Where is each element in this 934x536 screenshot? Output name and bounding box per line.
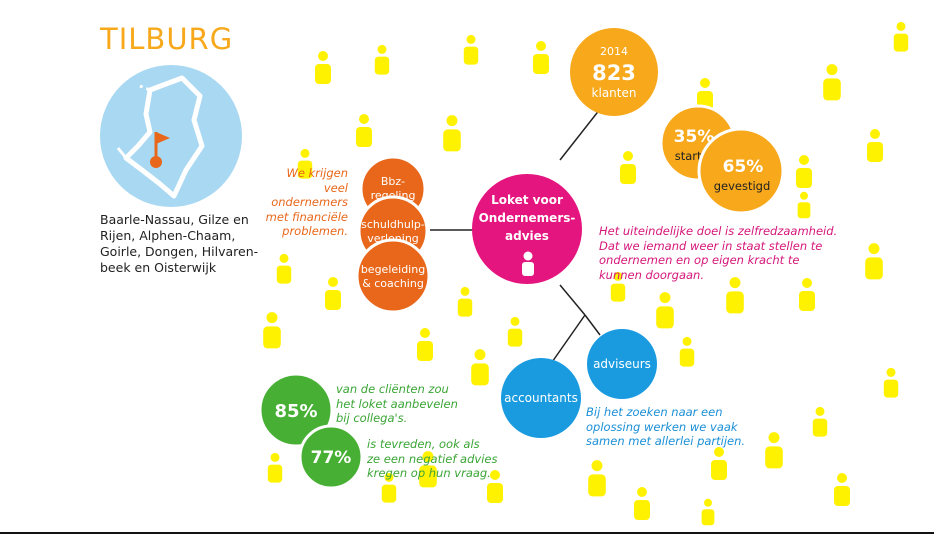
starter-value: 35%: [674, 127, 715, 147]
person-figure-icon: [634, 487, 650, 520]
person-figure-icon: [356, 114, 372, 147]
person-icon: [522, 251, 534, 276]
center-circle: Loket voor Ondernemers- advies: [472, 174, 582, 284]
person-figure-icon: [865, 243, 883, 280]
person-figure-icon: [315, 51, 331, 84]
map-icon: [100, 65, 242, 207]
year-label: 2014: [600, 45, 628, 58]
person-figure-icon: [457, 286, 473, 317]
person-figure-icon: [796, 155, 812, 188]
person-figure-icon: [883, 367, 899, 398]
person-figure-icon: [325, 277, 341, 310]
person-figure-icon: [711, 447, 727, 480]
svg-text:accountants: accountants: [504, 391, 578, 405]
person-figure-icon: [812, 406, 828, 437]
center-line3: advies: [505, 229, 549, 243]
note-financial: We krijgen veel ondernemers met financië…: [265, 166, 348, 238]
person-figure-icon: [471, 349, 489, 386]
svg-text:77%: 77%: [311, 448, 352, 468]
person-figure-icon: [297, 148, 313, 179]
person-figure-icon: [656, 292, 674, 329]
svg-text:85%: 85%: [274, 401, 317, 422]
svg-text:schuldhulp-: schuldhulp-: [361, 218, 425, 231]
gevestigd-label: gevestigd: [714, 179, 771, 193]
gevestigd-value: 65%: [723, 157, 764, 177]
person-figure-icon: [620, 151, 636, 184]
person-figure-icon: [799, 278, 815, 311]
person-figure-icon: [588, 460, 606, 497]
person-figure-icon: [374, 44, 390, 75]
center-line1: Loket voor: [491, 193, 563, 207]
note-satisfied: is tevreden, ook als ze een negatief adv…: [367, 437, 498, 480]
person-figure-icon: [463, 34, 479, 65]
person-figure-icon: [381, 472, 397, 503]
person-figure-icon: [893, 21, 909, 52]
svg-text:& coaching: & coaching: [362, 277, 424, 290]
partner-adviseurs: adviseurs: [587, 329, 657, 399]
region-text: Baarle-Nassau, Gilze en Rijen, Alphen-Ch…: [100, 212, 259, 275]
person-figure-icon: [443, 115, 461, 152]
person-figure-icon: [533, 41, 549, 74]
starter-circle: 35% starter: [659, 104, 737, 182]
note-recommend: van de cliënten zou het loket aanbevelen…: [336, 382, 458, 425]
clients-circle: 2014 823 klanten: [570, 28, 658, 116]
person-figure-icon: [419, 451, 437, 488]
person-figure-icon: [276, 253, 292, 284]
person-figure-icon: [765, 432, 783, 469]
person-figure-icon: [487, 470, 503, 503]
person-figure-icon: [610, 271, 626, 302]
person-figure-icon: [263, 312, 281, 349]
person-figure-icon: [417, 328, 433, 361]
people-figures: [263, 21, 909, 526]
svg-text:begeleiding: begeleiding: [361, 263, 425, 276]
person-figure-icon: [797, 191, 811, 219]
note-partners: Bij het zoeken naar een oplossing werken…: [586, 405, 746, 448]
partner-accountants: accountants: [501, 358, 581, 438]
clients-value: 823: [592, 61, 636, 85]
person-figure-icon: [267, 452, 283, 483]
clients-label: klanten: [592, 86, 637, 100]
connector-lines: [430, 103, 605, 366]
city-title: TILBURG: [100, 22, 234, 56]
person-figure-icon: [679, 336, 695, 367]
person-figure-icon: [507, 316, 523, 347]
gevestigd-circle: 65% gevestigd: [697, 127, 785, 215]
stat-85-circle: 85%: [258, 372, 334, 448]
center-line2: Ondernemers-: [479, 211, 576, 225]
person-figure-icon: [834, 473, 850, 506]
person-figure-icon: [701, 498, 715, 526]
person-figure-icon: [726, 277, 744, 314]
note-goal: Het uiteindelijke doel is zelfredzaamhei…: [599, 224, 838, 282]
svg-text:adviseurs: adviseurs: [593, 357, 651, 371]
svg-text:Bbz-: Bbz-: [381, 175, 405, 188]
stat-77-circle: 77%: [298, 424, 364, 490]
person-figure-icon: [823, 64, 841, 101]
person-figure-icon: [867, 129, 883, 162]
service-begeleiding: begeleiding & coaching: [355, 238, 431, 314]
